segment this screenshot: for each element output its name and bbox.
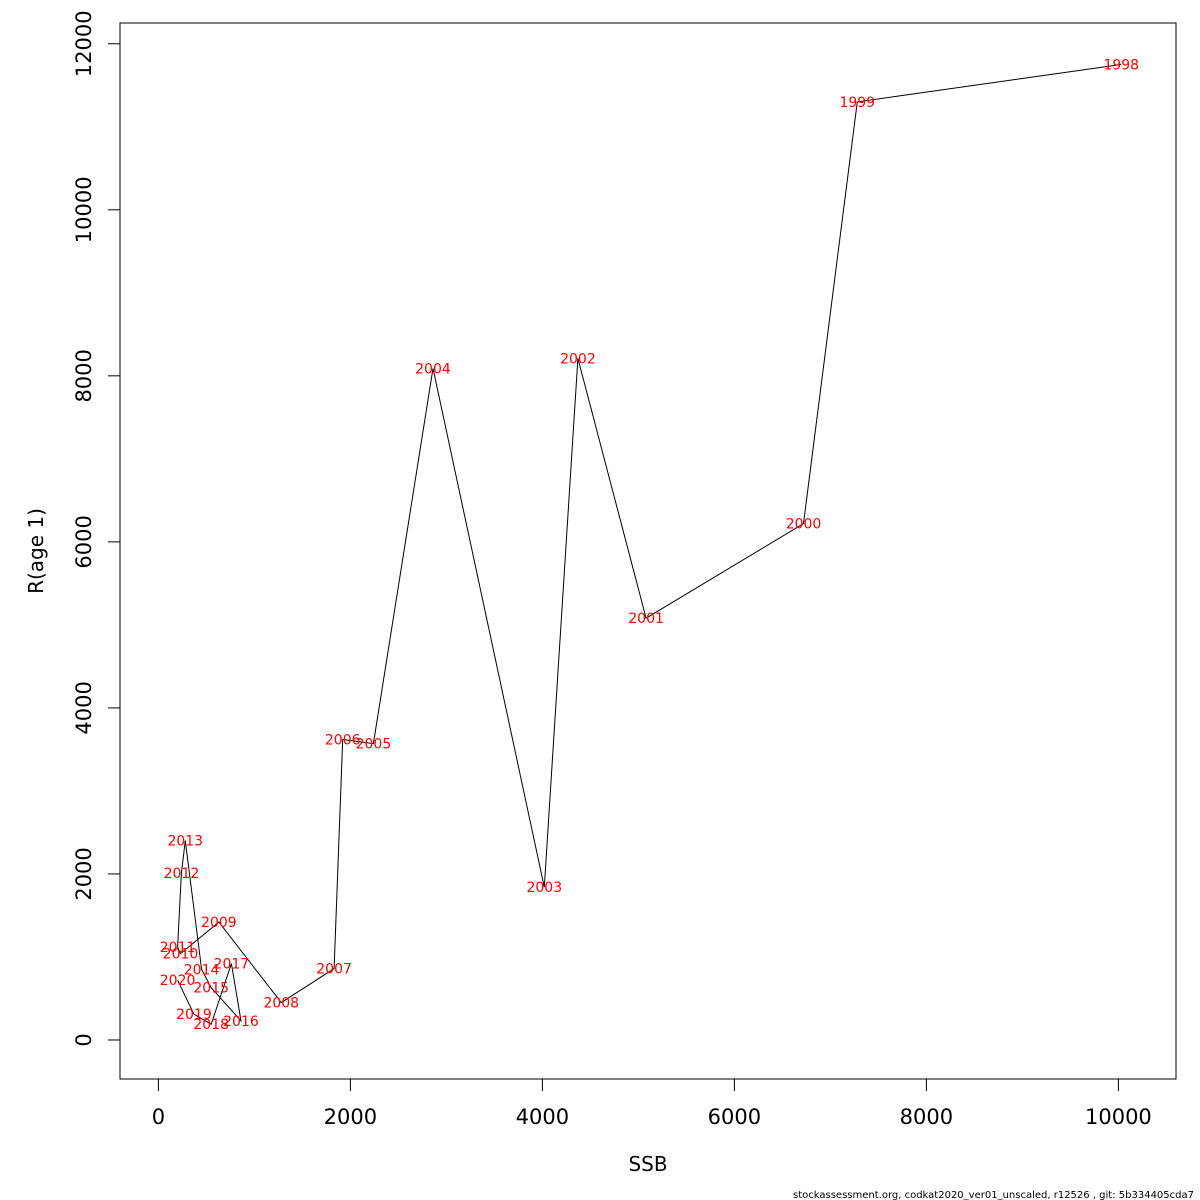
point-label-2003: 2003 — [526, 880, 562, 896]
point-label-2010: 2010 — [163, 947, 199, 963]
point-label-2002: 2002 — [560, 351, 596, 367]
y-tick-label: 10000 — [72, 176, 96, 243]
point-label-2004: 2004 — [415, 361, 451, 377]
point-label-2015: 2015 — [193, 981, 229, 997]
x-tick-label: 6000 — [708, 1105, 761, 1129]
point-label-2007: 2007 — [316, 962, 352, 978]
x-tick-label: 10000 — [1085, 1105, 1152, 1129]
point-label-2014: 2014 — [184, 962, 220, 978]
x-tick-label: 4000 — [516, 1105, 569, 1129]
point-label-2009: 2009 — [201, 915, 237, 931]
footer-note: stockassessment.org, codkat2020_ver01_un… — [793, 1190, 1194, 1200]
series-line — [177, 64, 1122, 1025]
x-tick-label: 2000 — [324, 1105, 377, 1129]
y-axis-title: R(age 1) — [24, 508, 48, 594]
point-label-2006: 2006 — [325, 732, 361, 748]
point-label-2001: 2001 — [628, 611, 664, 627]
plot-frame — [119, 22, 1177, 1080]
point-label-2017: 2017 — [214, 957, 250, 973]
x-tick-label: 0 — [152, 1105, 165, 1129]
y-tick-label: 0 — [72, 1033, 96, 1046]
point-label-2011: 2011 — [160, 940, 196, 956]
y-tick-label: 8000 — [72, 349, 96, 402]
point-label-2013: 2013 — [167, 834, 203, 850]
point-label-2000: 2000 — [786, 517, 822, 533]
point-label-2019: 2019 — [176, 1007, 212, 1023]
x-axis-title: SSB — [628, 1152, 667, 1176]
x-tick-label: 8000 — [900, 1105, 953, 1129]
point-label-2016: 2016 — [223, 1014, 259, 1030]
axes: 0 2000 4000 6000 8000 10000 0 2000 4000 6000 8000 1… — [72, 10, 1152, 1129]
point-label-2020: 2020 — [160, 973, 196, 989]
point-label-2018: 2018 — [193, 1017, 229, 1033]
y-tick-label: 12000 — [72, 10, 96, 77]
y-tick-label: 4000 — [72, 681, 96, 734]
point-label-2008: 2008 — [263, 996, 299, 1012]
y-tick-label: 2000 — [72, 847, 96, 900]
point-label-2005: 2005 — [356, 737, 392, 753]
point-label-1999: 1999 — [839, 95, 875, 111]
point-label-2012: 2012 — [164, 866, 200, 882]
y-tick-label: 6000 — [72, 515, 96, 568]
point-label-1998: 1998 — [1103, 58, 1139, 74]
